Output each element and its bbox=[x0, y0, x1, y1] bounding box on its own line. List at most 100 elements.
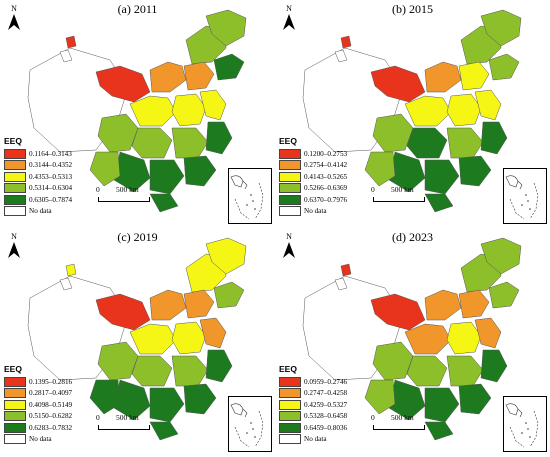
legend-item: 0.2817–0.4097 bbox=[4, 388, 84, 400]
scale-label-start: 0 bbox=[96, 185, 100, 194]
legend-item: 0.4143–0.5265 bbox=[279, 171, 359, 183]
scale-label-end: 500 km bbox=[391, 185, 414, 194]
legend-item: 0.6459–0.8036 bbox=[279, 422, 359, 434]
legend-item: 0.2754–0.4142 bbox=[279, 160, 359, 172]
map-region bbox=[59, 49, 73, 63]
map-region bbox=[205, 121, 233, 155]
map-region bbox=[213, 53, 245, 81]
map-region bbox=[406, 355, 448, 387]
map-region bbox=[488, 281, 520, 309]
legend-label: 0.2817–0.4097 bbox=[29, 389, 73, 398]
map-panel-c: (c) 2019 N EEQ 0.1395–0.2816 0.2817–0.40… bbox=[0, 228, 275, 456]
legend-label: 0.0959–0.2746 bbox=[304, 377, 348, 386]
map-graphic bbox=[302, 9, 522, 213]
legend-swatch bbox=[4, 434, 26, 445]
map-region bbox=[149, 159, 185, 195]
legend-item: No data bbox=[4, 434, 84, 446]
map-region bbox=[370, 293, 426, 331]
map-region bbox=[446, 321, 482, 355]
map-region bbox=[131, 127, 173, 159]
legend-item: 0.2747–0.4258 bbox=[279, 388, 359, 400]
map-region bbox=[89, 379, 121, 415]
legend-swatch bbox=[4, 148, 26, 159]
map-region bbox=[424, 421, 454, 441]
map-region bbox=[480, 121, 508, 155]
legend-swatch bbox=[279, 206, 301, 217]
legend-label: No data bbox=[29, 207, 52, 216]
legend-swatch bbox=[4, 376, 26, 387]
scale-bar-line bbox=[373, 425, 425, 430]
map-region bbox=[480, 349, 508, 383]
south-china-sea-inset bbox=[503, 396, 547, 452]
legend-label: 0.6459–0.8036 bbox=[304, 423, 348, 432]
south-china-sea-inset bbox=[228, 396, 272, 452]
map-region bbox=[446, 127, 484, 159]
scale-label-start: 0 bbox=[96, 413, 100, 422]
legend-item: 0.6283–0.7832 bbox=[4, 422, 84, 434]
map-graphic bbox=[27, 237, 247, 441]
map-region bbox=[129, 323, 177, 355]
map-region bbox=[171, 127, 209, 159]
map-region bbox=[97, 341, 139, 381]
legend-swatch bbox=[4, 194, 26, 205]
map-region bbox=[171, 93, 207, 127]
map-region bbox=[334, 49, 348, 63]
map-region bbox=[97, 113, 139, 153]
map-region bbox=[364, 379, 396, 415]
legend-item: 0.5266–0.6369 bbox=[279, 183, 359, 195]
map-region bbox=[474, 89, 502, 121]
north-label: N bbox=[286, 4, 292, 13]
legend-swatch bbox=[4, 183, 26, 194]
legend-item: 0.1164–0.3143 bbox=[4, 148, 84, 160]
legend-swatch bbox=[4, 171, 26, 182]
inset-graphic bbox=[505, 175, 539, 220]
inset-graphic bbox=[505, 403, 539, 448]
map-region bbox=[488, 53, 520, 81]
map-region bbox=[458, 61, 490, 91]
legend-item: 0.4098–0.5149 bbox=[4, 399, 84, 411]
map-region bbox=[65, 263, 77, 277]
map-region bbox=[458, 289, 490, 319]
legend-item: 0.4259–0.5327 bbox=[279, 399, 359, 411]
map-region bbox=[372, 341, 414, 381]
map-region bbox=[205, 349, 233, 383]
legend: EEQ 0.1395–0.2816 0.2817–0.4097 0.4098–0… bbox=[4, 364, 84, 445]
north-label: N bbox=[11, 4, 17, 13]
legend-item: 0.6305–0.7874 bbox=[4, 194, 84, 206]
map-region bbox=[95, 293, 151, 331]
legend-item: 0.6370–0.7976 bbox=[279, 194, 359, 206]
map-region bbox=[171, 355, 209, 387]
map-region bbox=[95, 65, 151, 103]
legend-label: No data bbox=[304, 207, 327, 216]
map-graphic bbox=[27, 9, 247, 213]
map-region bbox=[149, 193, 179, 213]
legend-swatch bbox=[279, 160, 301, 171]
scale-bar: 0 500 km bbox=[371, 185, 443, 207]
legend-label: 0.5328–0.6458 bbox=[304, 412, 348, 421]
legend-label: 0.1395–0.2816 bbox=[29, 377, 73, 386]
legend-item: No data bbox=[4, 206, 84, 218]
map-region bbox=[183, 155, 217, 187]
legend-item: 0.3144–0.4352 bbox=[4, 160, 84, 172]
legend-label: 0.6283–0.7832 bbox=[29, 423, 73, 432]
scale-bar: 0 500 km bbox=[96, 413, 168, 435]
legend-label: 0.2747–0.4258 bbox=[304, 389, 348, 398]
map-region bbox=[59, 277, 73, 291]
map-region bbox=[199, 317, 227, 349]
map-region bbox=[446, 93, 482, 127]
legend-label: 0.4353–0.5313 bbox=[29, 172, 73, 181]
legend-title: EEQ bbox=[4, 136, 22, 146]
legend-item: 0.1200–0.2753 bbox=[279, 148, 359, 160]
map-region bbox=[474, 317, 502, 349]
map-region bbox=[205, 237, 247, 275]
legend-label: 0.2754–0.4142 bbox=[304, 161, 348, 170]
scale-bar-line bbox=[373, 197, 425, 202]
map-region bbox=[149, 61, 187, 93]
inset-graphic bbox=[230, 175, 264, 220]
legend-label: 0.6305–0.7874 bbox=[29, 195, 73, 204]
legend-label: 0.4259–0.5327 bbox=[304, 400, 348, 409]
legend-swatch bbox=[279, 388, 301, 399]
map-region bbox=[334, 277, 348, 291]
scale-label-end: 500 km bbox=[391, 413, 414, 422]
scale-label-start: 0 bbox=[371, 185, 375, 194]
